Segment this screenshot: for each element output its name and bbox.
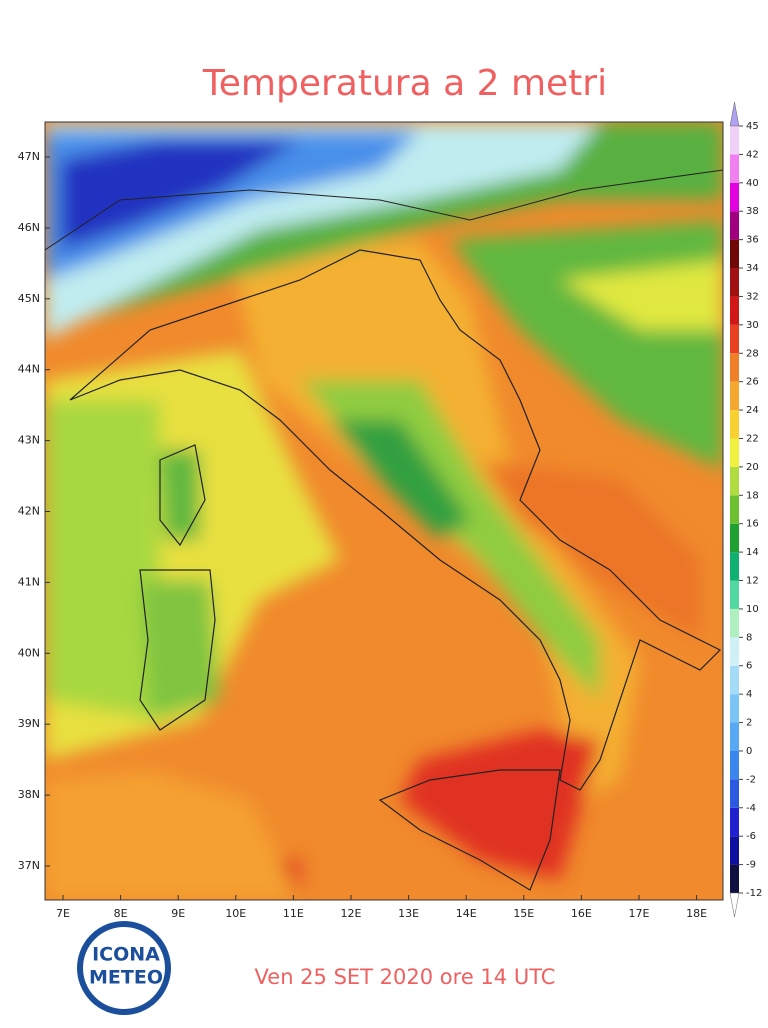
lat-axis: 47N 46N 45N 44N 43N 42N 41N 40N 39N 38N 37N — [18, 150, 50, 872]
lat-label: 40N — [18, 646, 40, 659]
colorbar-label: -4 — [746, 803, 756, 814]
title: Temperatura a 2 metri — [202, 63, 607, 104]
lon-label: 11E — [283, 907, 304, 920]
colorbar-label: 12 — [746, 576, 759, 587]
footer: Ven 25 SET 2020 ore 14 UTC — [255, 965, 556, 989]
lon-label: 10E — [225, 907, 246, 920]
colorbar-label: 24 — [746, 405, 759, 416]
colorbar-label: 4 — [746, 689, 752, 700]
lon-label: 16E — [571, 907, 592, 920]
colorbar-label: 34 — [746, 263, 759, 274]
lon-label: 9E — [171, 907, 185, 920]
colorbar-label: 40 — [746, 178, 759, 189]
colorbar-segment — [730, 296, 739, 325]
lon-label: 14E — [456, 907, 477, 920]
colorbar-segment — [730, 580, 739, 609]
colorbar-label: 36 — [746, 235, 759, 246]
colorbar-segment — [730, 665, 739, 695]
lat-label: 37N — [18, 859, 40, 872]
colorbar-segment — [730, 438, 739, 467]
lat-label: 46N — [18, 221, 40, 234]
lat-label: 43N — [18, 434, 40, 447]
colorbar-segment — [730, 126, 739, 155]
colorbar-arrow-bottom — [729, 892, 740, 918]
colorbar-segment — [730, 694, 739, 723]
colorbar-segment — [730, 154, 739, 183]
colorbar-label: 18 — [746, 490, 759, 501]
colorbar-segment — [730, 324, 739, 354]
colorbar-label: 2 — [746, 718, 752, 729]
lat-label: 45N — [18, 292, 40, 305]
lon-label: 8E — [114, 907, 128, 920]
colorbar-segment — [730, 523, 739, 553]
colorbar-segment — [730, 211, 739, 240]
colorbar-segment — [730, 552, 739, 581]
colorbar-segment — [730, 836, 739, 865]
colorbar-segment — [730, 864, 739, 893]
colorbar-label: -12 — [746, 888, 762, 899]
colorbar-label: 42 — [746, 149, 759, 160]
colorbar-segment — [730, 807, 739, 837]
colorbar-segment — [730, 239, 739, 269]
lon-label: 15E — [513, 907, 534, 920]
lat-label: 44N — [18, 363, 40, 376]
logo: ICONA METEO — [77, 921, 171, 1015]
colorbar-label: 8 — [746, 632, 752, 643]
colorbar-label: -2 — [746, 774, 756, 785]
colorbar-label: 0 — [746, 746, 752, 757]
colorbar-label: 22 — [746, 433, 759, 444]
colorbar-segment — [730, 182, 739, 212]
lat-label: 42N — [18, 505, 40, 518]
colorbar-label: 14 — [746, 547, 759, 558]
colorbar-segment — [730, 608, 739, 638]
temperature-map — [45, 122, 723, 900]
colorbar-arrow-top — [729, 101, 740, 127]
colorbar-segment — [730, 779, 739, 808]
colorbar-label: -6 — [746, 831, 756, 842]
colorbar: -12-9-6-4-202468101214161820222426283032… — [729, 101, 762, 918]
colorbar-label: 6 — [746, 661, 752, 672]
lon-label: 12E — [341, 907, 362, 920]
lat-label: 41N — [18, 575, 40, 588]
colorbar-segment — [730, 410, 739, 439]
lat-label: 47N — [18, 150, 40, 163]
colorbar-label: 38 — [746, 206, 759, 217]
colorbar-segment — [730, 466, 739, 496]
lon-label: 13E — [398, 907, 419, 920]
colorbar-segment — [730, 381, 739, 411]
lon-label: 17E — [629, 907, 650, 920]
colorbar-label: 30 — [746, 320, 759, 331]
colorbar-label: -9 — [746, 860, 756, 871]
colorbar-label: 10 — [746, 604, 759, 615]
colorbar-label: 45 — [746, 121, 759, 132]
colorbar-label: 16 — [746, 519, 759, 530]
colorbar-segment — [730, 637, 739, 666]
lat-label: 39N — [18, 717, 40, 730]
lon-label: 7E — [56, 907, 70, 920]
colorbar-label: 32 — [746, 291, 759, 302]
colorbar-label: 20 — [746, 462, 759, 473]
colorbar-segment — [730, 722, 739, 751]
colorbar-label: 26 — [746, 377, 759, 388]
colorbar-segment — [730, 268, 739, 297]
lon-label: 18E — [686, 907, 707, 920]
logo-line2: METEO — [89, 967, 163, 989]
colorbar-segment — [730, 353, 739, 382]
logo-line1: ICONA — [92, 944, 160, 966]
colorbar-segment — [730, 750, 739, 780]
lon-axis: 7E 8E 9E 10E 11E 12E 13E 14E 15E 16E 17E 18E — [56, 895, 707, 920]
colorbar-label: 28 — [746, 348, 759, 359]
colorbar-segment — [730, 495, 739, 524]
lat-label: 38N — [18, 788, 40, 801]
